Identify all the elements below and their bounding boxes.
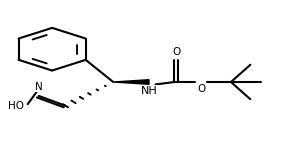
Text: NH: NH: [141, 86, 157, 96]
Text: O: O: [197, 84, 205, 94]
Text: O: O: [172, 48, 180, 57]
Text: HO: HO: [8, 101, 24, 111]
Text: N: N: [35, 82, 43, 92]
Polygon shape: [113, 80, 149, 84]
